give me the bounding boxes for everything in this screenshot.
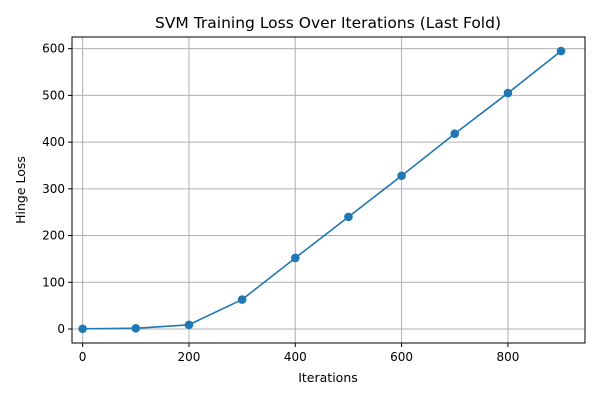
x-tick-label: 0 — [79, 350, 87, 364]
data-point — [237, 295, 247, 304]
data-point — [450, 129, 460, 139]
y-tick-label: 300 — [42, 182, 65, 196]
data-point — [397, 171, 406, 181]
y-axis-label: Hinge Loss — [13, 156, 28, 224]
plot-frame — [71, 36, 586, 344]
data-point — [290, 253, 300, 263]
series-layer — [78, 46, 566, 334]
data-point — [556, 46, 566, 56]
data-point — [344, 212, 353, 222]
x-tick-label: 400 — [284, 350, 307, 364]
data-point — [131, 323, 141, 333]
x-tick-label: 600 — [390, 350, 413, 364]
x-tick-label: 200 — [178, 350, 201, 364]
data-point — [503, 88, 513, 98]
y-tick-label: 600 — [42, 42, 65, 56]
ticks: 0 200 400 600 800 0 100 200 300 400 500 600 — [42, 42, 519, 364]
y-tick-label: 500 — [42, 88, 65, 102]
series-line — [82, 50, 562, 330]
x-tick-label: 800 — [496, 350, 519, 364]
y-tick-label: 400 — [42, 135, 65, 149]
y-tick-label: 0 — [57, 322, 65, 336]
y-tick-label: 100 — [42, 275, 65, 289]
data-point — [184, 320, 194, 330]
data-point — [78, 324, 87, 334]
y-tick-label: 200 — [42, 229, 65, 243]
grid — [72, 37, 585, 343]
chart-title: SVM Training Loss Over Iterations (Last … — [155, 14, 501, 32]
x-axis-label: Iterations — [298, 370, 358, 385]
